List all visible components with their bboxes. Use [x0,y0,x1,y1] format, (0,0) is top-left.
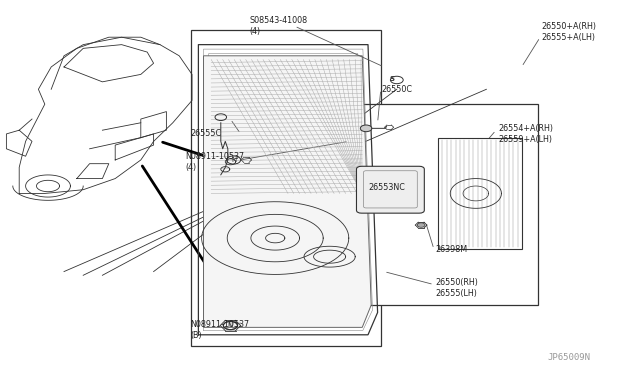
Bar [438,138,522,249]
Text: N08911-10537
(B): N08911-10537 (B) [191,320,250,340]
FancyBboxPatch shape [356,166,424,213]
Text: JP65009N: JP65009N [547,353,590,362]
Text: N: N [231,157,236,163]
Text: S08543-41008
(4): S08543-41008 (4) [250,16,308,36]
Text: N08911-10537
(4): N08911-10537 (4) [186,152,244,172]
Circle shape [417,223,425,227]
Text: 26555C: 26555C [191,129,222,138]
Text: 26550(RH)
26555(LH): 26550(RH) 26555(LH) [435,278,478,298]
Bar [191,30,381,346]
Text: 26550+A(RH)
26555+A(LH): 26550+A(RH) 26555+A(LH) [541,22,596,42]
Circle shape [360,125,372,132]
Polygon shape [204,56,371,327]
Text: 26398M: 26398M [435,245,467,254]
Text: N: N [228,322,233,328]
Text: 26550C: 26550C [381,85,412,94]
Bar [339,104,538,305]
Text: 26553NC: 26553NC [368,183,405,192]
Text: S: S [389,76,394,82]
Text: 26554+A(RH)
26559+A(LH): 26554+A(RH) 26559+A(LH) [498,124,553,144]
